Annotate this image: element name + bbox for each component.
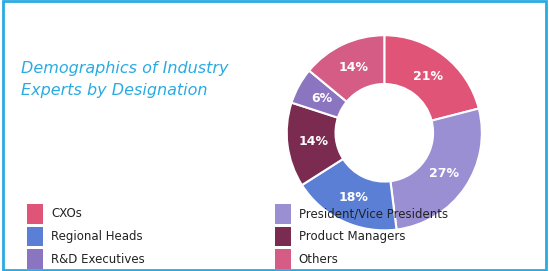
Wedge shape xyxy=(302,159,396,230)
Text: R&D Executives: R&D Executives xyxy=(51,253,145,266)
Text: 18%: 18% xyxy=(339,191,369,204)
Text: Demographics of Industry
Experts by Designation: Demographics of Industry Experts by Desi… xyxy=(21,61,228,98)
FancyBboxPatch shape xyxy=(274,204,290,224)
FancyBboxPatch shape xyxy=(27,227,43,246)
FancyBboxPatch shape xyxy=(27,204,43,224)
Text: 14%: 14% xyxy=(339,62,369,75)
Text: 21%: 21% xyxy=(413,70,443,83)
Wedge shape xyxy=(384,35,479,121)
Wedge shape xyxy=(309,35,384,102)
Text: Others: Others xyxy=(299,253,339,266)
Text: Product Managers: Product Managers xyxy=(299,230,405,243)
Text: 6%: 6% xyxy=(311,92,332,105)
Text: Regional Heads: Regional Heads xyxy=(51,230,143,243)
Text: President/Vice Presidents: President/Vice Presidents xyxy=(299,207,448,220)
Text: 14%: 14% xyxy=(298,135,328,148)
FancyBboxPatch shape xyxy=(27,249,43,269)
Text: 27%: 27% xyxy=(429,167,458,180)
Wedge shape xyxy=(292,71,347,118)
FancyBboxPatch shape xyxy=(274,249,290,269)
FancyBboxPatch shape xyxy=(274,227,290,246)
Wedge shape xyxy=(287,103,343,185)
Wedge shape xyxy=(390,108,482,230)
Text: CXOs: CXOs xyxy=(51,207,82,220)
